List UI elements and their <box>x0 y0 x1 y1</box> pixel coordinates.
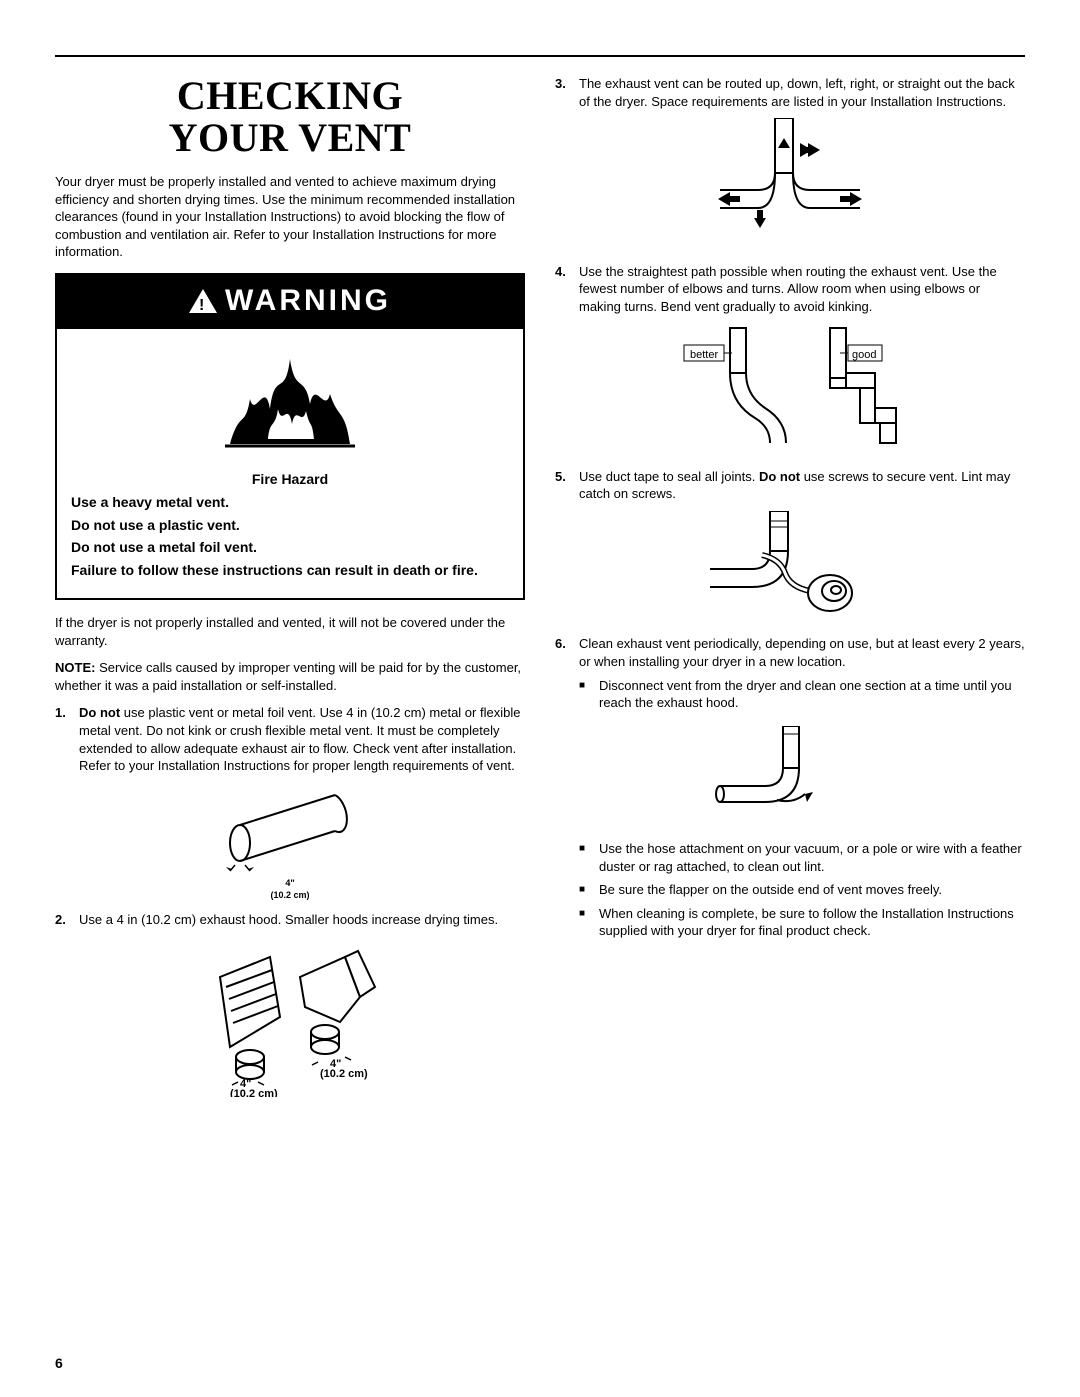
bullet-text: Be sure the flapper on the outside end o… <box>599 881 942 899</box>
list-item-2: 2. Use a 4 in (10.2 cm) exhaust hood. Sm… <box>55 911 525 929</box>
list-item-6: 6. Clean exhaust vent periodically, depe… <box>555 635 1025 717</box>
right-ordered-list-4: 4. Use the straightest path possible whe… <box>555 263 1025 316</box>
caption-10cm: (10.2 cm) <box>270 890 309 900</box>
item-text: The exhaust vent can be routed up, down,… <box>579 75 1025 110</box>
page-number: 6 <box>55 1354 63 1373</box>
heading-line-2: YOUR VENT <box>169 115 412 160</box>
bullet-text: When cleaning is complete, be sure to fo… <box>599 905 1025 940</box>
sub-bullet-list: Disconnect vent from the dryer and clean… <box>579 677 1025 712</box>
item-number: 5. <box>555 468 579 503</box>
caption-4in: 4" <box>285 878 294 888</box>
item-text-a: Use duct tape to seal all joints. <box>579 469 759 484</box>
warning-label: WARNING <box>225 281 391 322</box>
list-item-3: 3. The exhaust vent can be routed up, do… <box>555 75 1025 110</box>
warranty-note: If the dryer is not properly installed a… <box>55 614 525 649</box>
bullet-item: Disconnect vent from the dryer and clean… <box>579 677 1025 712</box>
svg-text:(10.2 cm): (10.2 cm) <box>320 1068 368 1080</box>
item-number: 4. <box>555 263 579 316</box>
heading-line-1: CHECKING <box>177 73 403 118</box>
figure-exhaust-hood: 4" (10.2 cm) 4" (10.2 cm) <box>55 937 525 1102</box>
right-ordered-list: 3. The exhaust vent can be routed up, do… <box>555 75 1025 110</box>
warning-triangle-icon <box>189 289 217 313</box>
bullet-item: Use the hose attachment on your vacuum, … <box>579 840 1025 875</box>
warning-box: WARNING Fire Hazard Use a heavy metal ve… <box>55 273 525 601</box>
figure-disconnect <box>555 726 1025 831</box>
list-item-1: 1. Do not use plastic vent or metal foil… <box>55 704 525 774</box>
item-number: 3. <box>555 75 579 110</box>
service-note: NOTE: Service calls caused by improper v… <box>55 659 525 694</box>
item-body: Use duct tape to seal all joints. Do not… <box>579 468 1025 503</box>
left-column: CHECKING YOUR VENT Your dryer must be pr… <box>55 67 525 1112</box>
bullet-item: When cleaning is complete, be sure to fo… <box>579 905 1025 940</box>
figure-routing-arrows <box>555 118 1025 253</box>
label-good: good <box>852 349 876 361</box>
intro-paragraph: Your dryer must be properly installed an… <box>55 173 525 261</box>
list-item-5: 5. Use duct tape to seal all joints. Do … <box>555 468 1025 503</box>
item-number: 1. <box>55 704 79 774</box>
figure-tape-joint <box>555 511 1025 626</box>
warning-line-3: Do not use a metal foil vent. <box>71 538 509 557</box>
item-text: Use a 4 in (10.2 cm) exhaust hood. Small… <box>79 911 525 929</box>
item-text: use plastic vent or metal foil vent. Use… <box>79 705 520 773</box>
warning-title: Fire Hazard <box>71 470 509 489</box>
bullet-text: Use the hose attachment on your vacuum, … <box>599 840 1025 875</box>
figure-vent-pipe: 4" (10.2 cm) <box>55 783 525 902</box>
item-number: 6. <box>555 635 579 717</box>
warning-line-1: Use a heavy metal vent. <box>71 493 509 512</box>
sub-bullet-list-cont: Use the hose attachment on your vacuum, … <box>555 840 1025 940</box>
note-body: Service calls caused by improper venting… <box>55 660 521 693</box>
figure-caption: 4" (10.2 cm) <box>55 877 525 901</box>
top-rule <box>55 55 1025 57</box>
fire-icon <box>57 329 523 460</box>
item-number: 2. <box>55 911 79 929</box>
right-column: 3. The exhaust vent can be routed up, do… <box>555 67 1025 1112</box>
two-column-layout: CHECKING YOUR VENT Your dryer must be pr… <box>55 67 1025 1112</box>
warning-body: Fire Hazard Use a heavy metal vent. Do n… <box>57 460 523 598</box>
item-text: Use the straightest path possible when r… <box>579 263 1025 316</box>
warning-header: WARNING <box>57 275 523 330</box>
item-body: Do not use plastic vent or metal foil ve… <box>79 704 525 774</box>
item-bold-prefix: Do not <box>79 705 120 720</box>
svg-text:(10.2 cm): (10.2 cm) <box>230 1088 278 1097</box>
left-ordered-list-2: 2. Use a 4 in (10.2 cm) exhaust hood. Sm… <box>55 911 525 929</box>
list-item-4: 4. Use the straightest path possible whe… <box>555 263 1025 316</box>
warning-line-2: Do not use a plastic vent. <box>71 516 509 535</box>
warning-line-4: Failure to follow these instructions can… <box>71 561 509 580</box>
item-text: Clean exhaust vent periodically, dependi… <box>579 636 1025 669</box>
item-body: Clean exhaust vent periodically, dependi… <box>579 635 1025 717</box>
label-better: better <box>690 349 718 361</box>
left-ordered-list: 1. Do not use plastic vent or metal foil… <box>55 704 525 774</box>
bullet-item: Be sure the flapper on the outside end o… <box>579 881 1025 899</box>
note-prefix: NOTE: <box>55 660 95 675</box>
bullet-text: Disconnect vent from the dryer and clean… <box>599 677 1025 712</box>
figure-bending: better good <box>555 323 1025 458</box>
right-ordered-list-5: 5. Use duct tape to seal all joints. Do … <box>555 468 1025 503</box>
right-ordered-list-6: 6. Clean exhaust vent periodically, depe… <box>555 635 1025 717</box>
section-heading: CHECKING YOUR VENT <box>55 75 525 159</box>
item-bold: Do not <box>759 469 800 484</box>
